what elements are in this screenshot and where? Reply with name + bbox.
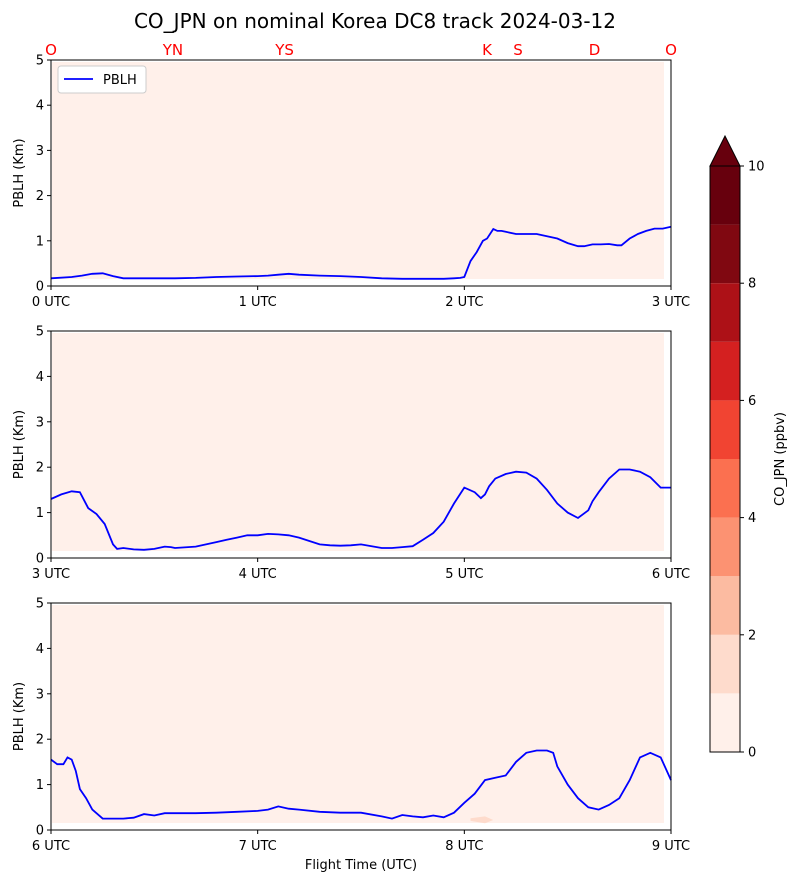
y-tick-label: 1 [36, 778, 44, 793]
y-tick-label: 5 [36, 54, 44, 69]
y-axis-label: PBLH (Km) [12, 410, 27, 479]
co-field [52, 333, 664, 551]
y-tick-label: 2 [36, 733, 44, 748]
legend: PBLH [57, 65, 147, 94]
co-contour-patch [470, 816, 494, 824]
y-tick-label: 1 [36, 234, 44, 249]
y-tick-label: 5 [36, 325, 44, 340]
x-tick-label: 7 UTC [239, 839, 277, 854]
y-tick-label: 0 [36, 552, 44, 567]
colorbar-segment [710, 283, 740, 342]
pblh-line [50, 468, 671, 551]
site-label: O [45, 41, 57, 59]
colorbar-frame [709, 165, 741, 753]
colorbar-tick-label: 10 [748, 160, 765, 175]
axes-frame [50, 602, 672, 831]
y-tick-label: 3 [36, 144, 44, 159]
pblh-line [50, 749, 672, 820]
x-tick-label: 6 UTC [652, 567, 690, 582]
y-tick-label: 4 [36, 99, 44, 114]
site-label: K [482, 41, 493, 59]
pblh-line [50, 225, 672, 280]
x-tick-label: 1 UTC [239, 295, 277, 310]
site-label: O [665, 41, 677, 59]
chart-title: CO_JPN on nominal Korea DC8 track 2024-0… [134, 9, 616, 33]
y-tick-label: 3 [36, 687, 44, 702]
co-field [52, 62, 664, 279]
x-tick-label: 0 UTC [32, 295, 70, 310]
site-label: S [513, 41, 523, 59]
x-tick-label: 2 UTC [445, 295, 483, 310]
legend-box [57, 65, 147, 94]
y-tick-label: 1 [36, 506, 44, 521]
colorbar-segment [710, 517, 740, 577]
colorbar-tick-label: 2 [748, 628, 756, 643]
colorbar: 0 2 4 6 8 10 CO_JPN (ppbv) [709, 134, 788, 761]
colorbar-label: CO_JPN (ppbv) [773, 412, 788, 506]
x-tick-label: 8 UTC [445, 839, 483, 854]
panel-2: 0 1 2 3 4 5 3 UTC 4 UTC 5 UTC 6 UTC PBLH (Km) [12, 325, 690, 583]
axes-frame [50, 59, 672, 287]
legend-label: PBLH [103, 73, 137, 88]
x-tick-label: 3 UTC [652, 295, 690, 310]
y-tick-label: 4 [36, 370, 44, 385]
colorbar-segment [710, 224, 740, 284]
colorbar-tick-label: 6 [748, 394, 756, 409]
colorbar-tick-label: 4 [748, 511, 756, 526]
colorbar-segment [710, 693, 740, 752]
colorbar-tick-label: 0 [748, 746, 756, 761]
colorbar-extend-arrow [709, 134, 741, 167]
colorbar-segment [710, 341, 740, 401]
y-tick-label: 0 [36, 824, 44, 839]
y-tick-label: 5 [36, 597, 44, 612]
colorbar-tick-label: 8 [748, 277, 756, 292]
co-field [52, 605, 664, 823]
panels: 0 1 2 3 4 5 0 UTC 1 UTC 2 UTC 3 UTC PBLH (Km) O YN YS… [12, 41, 690, 854]
x-tick-label: 6 UTC [32, 839, 70, 854]
y-tick-label: 4 [36, 642, 44, 657]
y-axis-label: PBLH (Km) [12, 138, 27, 207]
y-tick-label: 2 [36, 461, 44, 476]
site-label: D [589, 41, 601, 59]
colorbar-segment [710, 166, 740, 225]
x-tick-label: 4 UTC [239, 567, 277, 582]
panel-3: 0 1 2 3 4 5 6 UTC 7 UTC 8 UTC 9 UTC PBLH (Km) [12, 597, 690, 855]
y-tick-label: 0 [36, 280, 44, 295]
colorbar-segment [710, 459, 740, 518]
x-tick-label: 3 UTC [32, 567, 70, 582]
colorbar-segment [710, 576, 740, 635]
x-axis-label: Flight Time (UTC) [305, 858, 417, 873]
site-label: YN [162, 41, 183, 59]
panel-1: 0 1 2 3 4 5 0 UTC 1 UTC 2 UTC 3 UTC PBLH (Km) O YN YS… [12, 41, 690, 310]
colorbar-segment [710, 634, 740, 694]
axes-frame [50, 330, 672, 559]
x-tick-label: 5 UTC [445, 567, 483, 582]
y-tick-label: 3 [36, 415, 44, 430]
site-label: YS [274, 41, 294, 59]
y-tick-label: 2 [36, 189, 44, 204]
y-axis-label: PBLH (Km) [12, 682, 27, 751]
x-tick-label: 9 UTC [652, 839, 690, 854]
colorbar-segment [710, 400, 740, 459]
